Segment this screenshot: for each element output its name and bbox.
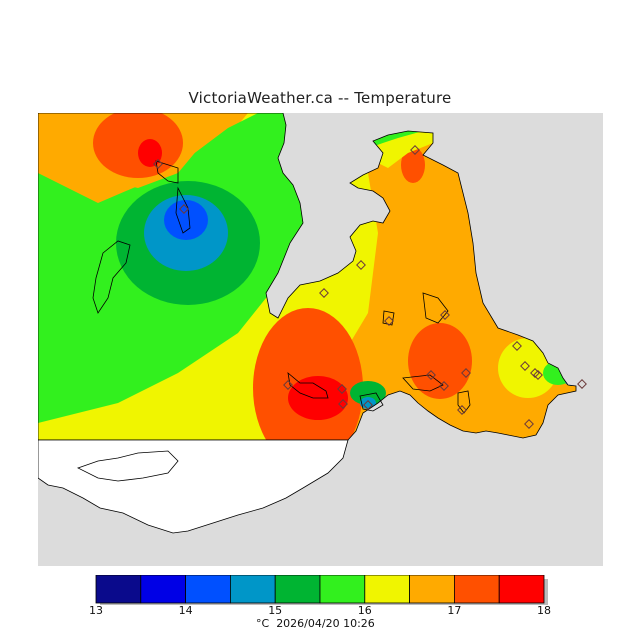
station-marker[interactable] <box>520 361 530 371</box>
legend-band <box>453 574 500 604</box>
legend-band <box>364 574 410 604</box>
legend-band <box>409 574 455 604</box>
legend-band <box>185 574 231 604</box>
station-marker[interactable] <box>530 368 540 378</box>
map-title: VictoriaWeather.ca -- Temperature <box>188 89 452 107</box>
station-marker[interactable] <box>461 368 471 378</box>
legend-band <box>140 574 186 604</box>
legend-timestamp: 2026/04/20 10:26 <box>276 617 375 630</box>
legend-unit: °C <box>256 617 270 630</box>
legend-tick-label: 16 <box>357 604 372 617</box>
legend-tick-label: 14 <box>178 604 193 617</box>
station-marker[interactable] <box>524 419 534 429</box>
legend-tick-label: 15 <box>268 604 283 617</box>
station-marker[interactable] <box>363 400 373 410</box>
station-marker[interactable] <box>356 260 366 270</box>
station-marker[interactable] <box>153 159 163 169</box>
legend-caption: °C 2026/04/20 10:26 <box>256 617 375 630</box>
station-marker[interactable] <box>439 381 449 391</box>
legend-tick-label: 13 <box>89 604 103 617</box>
legend-band <box>229 574 276 604</box>
legend-tick-label: 17 <box>447 604 462 617</box>
station-marker[interactable] <box>426 370 436 380</box>
legend-band <box>95 574 142 604</box>
legend-tick-label: 18 <box>537 604 551 617</box>
station-marker[interactable] <box>283 380 293 390</box>
temperature-legend: 13 14 15 16 17 18 °C 2026/04/20 10:26 <box>89 574 556 635</box>
legend-band <box>319 574 366 604</box>
island-outlines <box>92 160 471 414</box>
station-marker[interactable] <box>512 341 522 351</box>
legend-band <box>498 574 545 604</box>
station-marker[interactable] <box>457 405 467 415</box>
station-marker[interactable] <box>179 204 189 214</box>
station-marker[interactable] <box>338 399 348 409</box>
station-marker[interactable] <box>440 310 450 320</box>
station-marker[interactable] <box>319 288 329 298</box>
station-marker[interactable] <box>337 384 347 394</box>
station-marker[interactable] <box>410 145 420 155</box>
southern-landmass <box>38 439 349 534</box>
temperature-map[interactable] <box>38 113 603 566</box>
station-marker[interactable] <box>533 370 543 380</box>
legend-band <box>274 574 321 604</box>
station-marker[interactable] <box>384 316 394 326</box>
station-marker[interactable] <box>577 379 587 389</box>
legend-colorbar <box>95 574 548 607</box>
station-markers <box>153 145 587 429</box>
